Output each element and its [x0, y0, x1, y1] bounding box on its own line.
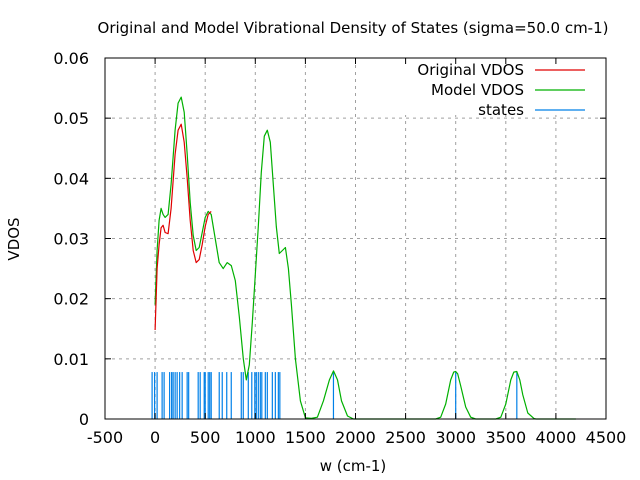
grid — [105, 58, 606, 419]
legend-label: states — [478, 101, 524, 119]
x-tick-label: 4000 — [536, 428, 577, 447]
y-tick-label: 0 — [79, 410, 89, 429]
y-tick-label: 0.02 — [53, 290, 89, 309]
y-tick-label: 0.03 — [53, 230, 89, 249]
x-tick-label: 2500 — [385, 428, 426, 447]
series-states — [151, 372, 518, 419]
y-tick-label: 0.05 — [53, 109, 89, 128]
y-tick-label: 0.01 — [53, 350, 89, 369]
legend-label: Original VDOS — [417, 61, 524, 79]
x-tick-label: 1500 — [285, 428, 326, 447]
x-tick-label: 1000 — [235, 428, 276, 447]
y-tick-label: 0.04 — [53, 169, 89, 188]
x-tick-label: 3500 — [485, 428, 526, 447]
legend: Original VDOS Model VDOS states — [417, 61, 585, 119]
x-tick-label: 500 — [190, 428, 221, 447]
x-tick-label: 2000 — [335, 428, 376, 447]
y-axis-title: VDOS — [5, 217, 23, 260]
x-tick-label: 4500 — [586, 428, 627, 447]
x-tick-label: 3000 — [435, 428, 476, 447]
legend-background — [382, 59, 605, 115]
y-tick-label: 0.06 — [53, 49, 89, 68]
x-tick-label: -500 — [87, 428, 123, 447]
axis-ticks: -500 0 500 1000 1500 2000 2500 3000 3500 4000 4500… — [53, 49, 626, 447]
series-layer — [151, 96, 576, 420]
series-model-vdos — [154, 96, 576, 420]
x-axis-title: w (cm-1) — [320, 457, 387, 475]
series-original-vdos — [154, 123, 212, 331]
chart-title: Original and Model Vibrational Density o… — [98, 19, 609, 37]
x-tick-label: 0 — [150, 428, 160, 447]
legend-label: Model VDOS — [431, 81, 524, 99]
